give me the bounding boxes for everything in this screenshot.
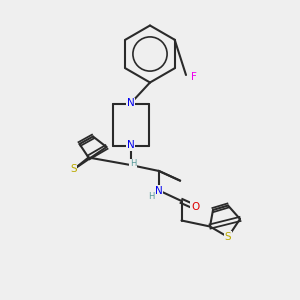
Text: N: N [155, 185, 163, 196]
Text: H: H [130, 159, 136, 168]
Text: H: H [148, 192, 155, 201]
Text: S: S [70, 164, 77, 175]
Text: S: S [225, 232, 231, 242]
Text: N: N [127, 140, 134, 151]
Text: F: F [190, 71, 196, 82]
Text: O: O [191, 202, 199, 212]
Text: N: N [127, 98, 134, 109]
